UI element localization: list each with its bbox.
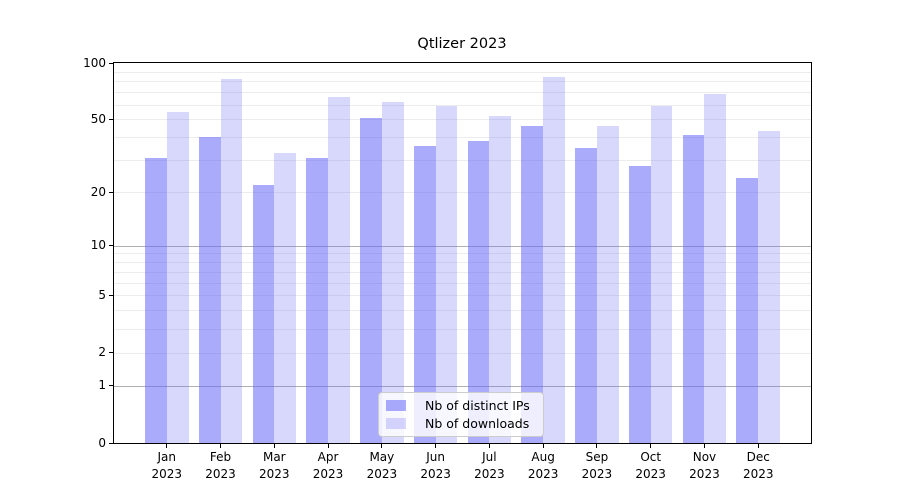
x-tick-label-dec: Dec 2023: [742, 450, 774, 481]
gridline-5: [114, 295, 811, 297]
y-tick-mark-0: [109, 442, 113, 444]
x-tick-mark-may: [381, 444, 383, 448]
bar-distinct-ips-apr: [306, 157, 329, 443]
x-tick-label-feb: Feb 2023: [205, 450, 236, 481]
legend-swatch-downloads: [386, 418, 406, 429]
bar-downloads-apr: [328, 96, 350, 443]
x-tick-mark-aug: [542, 444, 544, 448]
legend-label-distinct-ips: Nb of distinct IPs: [425, 398, 530, 413]
y-tick-label-50: 50: [90, 111, 106, 126]
bar-downloads-may: [381, 101, 404, 443]
y-tick-mark-20: [109, 191, 113, 193]
plot-canvas: [114, 63, 811, 443]
legend-label-downloads: Nb of downloads: [425, 416, 530, 431]
legend-item-downloads: Nb of downloads: [386, 417, 543, 430]
gridline-7: [114, 271, 811, 273]
y-tick-label-2: 2: [98, 345, 106, 360]
bar-downloads-mar: [274, 152, 297, 443]
x-tick-label-sep: Sep 2023: [581, 450, 613, 481]
x-tick-label-oct: Oct 2023: [635, 450, 666, 481]
bar-downloads-dec: [758, 131, 781, 443]
x-tick-label-jan: Jan 2023: [151, 450, 183, 481]
y-tick-mark-5: [109, 294, 113, 296]
gridline-9: [114, 253, 811, 255]
bar-downloads-jun: [435, 105, 458, 443]
x-tick-mark-dec: [757, 444, 759, 448]
bar-downloads-jan: [166, 111, 189, 443]
x-tick-label-mar: Mar 2023: [259, 450, 290, 481]
x-tick-mark-oct: [650, 444, 652, 448]
legend-swatch-distinct-ips: [386, 400, 406, 411]
bar-distinct-ips-jan: [144, 157, 167, 443]
gridline-60: [114, 104, 811, 106]
gridline-80: [114, 81, 811, 83]
gridline-50: [114, 119, 811, 121]
x-tick-label-aug: Aug 2023: [527, 450, 559, 481]
y-tick-mark-10: [109, 245, 113, 247]
y-tick-label-5: 5: [98, 287, 106, 302]
gridline-10: [114, 245, 811, 247]
legend: Nb of distinct IPs Nb of downloads: [378, 392, 544, 437]
gridline-90: [114, 71, 811, 73]
bar-distinct-ips-may: [360, 117, 382, 443]
x-tick-label-jun: Jun 2023: [420, 450, 451, 481]
x-tick-mark-sep: [596, 444, 598, 448]
bar-downloads-nov: [704, 94, 727, 443]
x-tick-mark-feb: [220, 444, 222, 448]
gridline-6: [114, 282, 811, 284]
x-tick-label-jul: Jul 2023: [474, 450, 505, 481]
gridline-30: [114, 160, 811, 162]
x-tick-mark-jul: [488, 444, 490, 448]
bar-distinct-ips-nov: [682, 135, 705, 443]
gridline-20: [114, 192, 811, 194]
gridline-1: [114, 385, 811, 387]
bar-downloads-jul: [489, 116, 512, 443]
bar-distinct-ips-jul: [467, 141, 490, 443]
y-tick-label-10: 10: [90, 238, 106, 253]
y-tick-mark-2: [109, 352, 113, 354]
y-tick-mark-50: [109, 118, 113, 120]
bar-distinct-ips-aug: [521, 126, 544, 443]
gridline-2: [114, 352, 811, 354]
y-tick-label-1: 1: [98, 378, 106, 393]
bar-distinct-ips-jun: [413, 145, 436, 443]
plot-area: [113, 62, 812, 444]
y-tick-mark-100: [109, 62, 113, 64]
bar-distinct-ips-oct: [628, 165, 651, 443]
bar-distinct-ips-mar: [252, 184, 275, 443]
x-tick-label-may: May 2023: [366, 450, 398, 481]
gridline-40: [114, 137, 811, 139]
bar-downloads-aug: [543, 77, 565, 443]
y-tick-label-100: 100: [83, 55, 106, 70]
gridline-4: [114, 310, 811, 312]
bar-distinct-ips-feb: [198, 137, 221, 443]
bar-downloads-sep: [596, 126, 619, 443]
x-tick-mark-nov: [703, 444, 705, 448]
gridline-3: [114, 328, 811, 330]
y-tick-mark-1: [109, 385, 113, 387]
x-tick-mark-jan: [166, 444, 168, 448]
bar-downloads-oct: [650, 105, 673, 443]
x-tick-mark-mar: [273, 444, 275, 448]
y-tick-label-20: 20: [90, 184, 106, 199]
bar-distinct-ips-sep: [575, 147, 597, 443]
x-tick-mark-jun: [435, 444, 437, 448]
bar-distinct-ips-dec: [736, 177, 759, 443]
gridline-8: [114, 262, 811, 264]
gridline-70: [114, 92, 811, 94]
bar-downloads-feb: [220, 79, 243, 443]
chart-title: Qtlizer 2023: [417, 36, 507, 52]
y-tick-label-0: 0: [98, 435, 106, 450]
x-tick-label-apr: Apr 2023: [312, 450, 344, 481]
x-tick-mark-apr: [327, 444, 329, 448]
legend-item-distinct-ips: Nb of distinct IPs: [386, 399, 543, 412]
x-tick-label-nov: Nov 2023: [689, 450, 720, 481]
